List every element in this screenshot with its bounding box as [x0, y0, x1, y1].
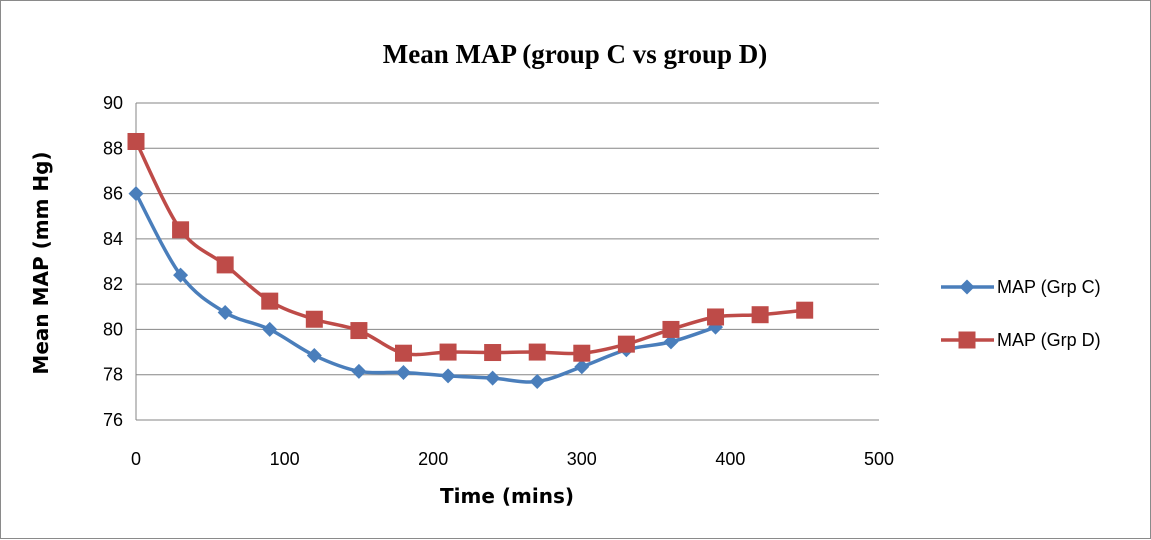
- data-point: [216, 256, 234, 274]
- data-point: [796, 301, 814, 319]
- legend-entry: MAP (Grp C): [941, 277, 1101, 297]
- data-point: [439, 343, 457, 361]
- data-point: [529, 374, 545, 390]
- y-tick-label: 84: [103, 229, 123, 249]
- gridlines: [136, 102, 879, 376]
- series-1: [128, 186, 724, 390]
- data-point: [305, 310, 323, 328]
- data-point: [663, 334, 679, 350]
- y-tick-label: 76: [103, 410, 123, 430]
- data-point: [573, 344, 591, 362]
- y-tick-label: 86: [103, 184, 123, 204]
- data-point: [485, 370, 501, 386]
- data-point: [662, 320, 680, 338]
- series-line: [134, 140, 805, 357]
- data-point: [617, 335, 635, 353]
- data-point: [351, 363, 367, 379]
- y-tick-label: 80: [103, 319, 123, 339]
- y-tick-label: 88: [103, 138, 123, 158]
- data-point: [484, 344, 502, 362]
- x-tick-label: 500: [864, 449, 894, 469]
- data-point: [751, 306, 769, 324]
- data-point: [172, 221, 190, 239]
- legend-label: MAP (Grp D): [997, 330, 1101, 350]
- y-tick-label: 82: [103, 274, 123, 294]
- x-axis-label: Time (mins): [440, 484, 574, 508]
- legend-label: MAP (Grp C): [997, 277, 1101, 297]
- data-point: [574, 359, 590, 375]
- data-point: [261, 292, 279, 310]
- x-tick-label: 0: [131, 449, 141, 469]
- x-tick-label: 400: [715, 449, 745, 469]
- data-point: [127, 132, 145, 150]
- y-axis-label: Mean MAP (mm Hg): [29, 151, 53, 374]
- data-point: [262, 321, 278, 337]
- data-point: [128, 186, 144, 202]
- legend-marker: [958, 331, 976, 349]
- y-tick-label: 78: [103, 365, 123, 385]
- data-point: [440, 368, 456, 384]
- data-point: [306, 347, 322, 363]
- data-point: [350, 322, 368, 340]
- data-point: [394, 344, 412, 362]
- series-layer: [127, 132, 814, 390]
- x-tick-label: 300: [567, 449, 597, 469]
- data-point: [528, 343, 546, 361]
- data-point: [173, 267, 189, 283]
- legend-marker: [959, 279, 975, 295]
- chart-title: Mean MAP (group C vs group D): [383, 39, 768, 69]
- y-tick-label: 90: [103, 93, 123, 113]
- data-point: [395, 364, 411, 380]
- series-2: [127, 132, 814, 362]
- legend-entry: MAP (Grp D): [941, 330, 1101, 350]
- data-point: [707, 308, 725, 326]
- axes: [135, 103, 879, 421]
- y-tick-labels: 76 78 80 82 84 86 88 90: [103, 93, 123, 430]
- x-tick-label: 100: [270, 449, 300, 469]
- x-tick-labels: 0 100 200 300 400 500: [131, 449, 894, 469]
- x-tick-label: 200: [418, 449, 448, 469]
- legend: MAP (Grp C) MAP (Grp D): [941, 277, 1101, 350]
- data-point: [217, 304, 233, 320]
